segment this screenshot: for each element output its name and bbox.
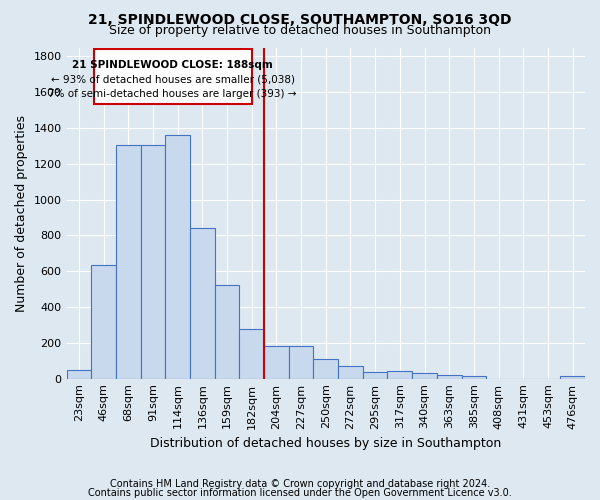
Bar xyxy=(338,366,363,378)
Bar xyxy=(437,375,461,378)
Y-axis label: Number of detached properties: Number of detached properties xyxy=(15,114,28,312)
Bar xyxy=(412,374,437,378)
Text: Contains HM Land Registry data © Crown copyright and database right 2024.: Contains HM Land Registry data © Crown c… xyxy=(110,479,490,489)
Bar xyxy=(264,346,289,378)
Bar xyxy=(388,370,412,378)
Text: Size of property relative to detached houses in Southampton: Size of property relative to detached ho… xyxy=(109,24,491,37)
Bar xyxy=(461,376,486,378)
Bar xyxy=(313,359,338,378)
Bar xyxy=(116,145,140,378)
Bar xyxy=(140,145,165,378)
Bar xyxy=(190,228,215,378)
Bar xyxy=(91,265,116,378)
Text: 7% of semi-detached houses are larger (393) →: 7% of semi-detached houses are larger (3… xyxy=(49,89,297,99)
Bar xyxy=(165,135,190,378)
Bar xyxy=(67,370,91,378)
Bar xyxy=(289,346,313,378)
Bar xyxy=(363,372,388,378)
Text: 21 SPINDLEWOOD CLOSE: 188sqm: 21 SPINDLEWOOD CLOSE: 188sqm xyxy=(73,60,273,70)
Text: Contains public sector information licensed under the Open Government Licence v3: Contains public sector information licen… xyxy=(88,488,512,498)
Text: 21, SPINDLEWOOD CLOSE, SOUTHAMPTON, SO16 3QD: 21, SPINDLEWOOD CLOSE, SOUTHAMPTON, SO16… xyxy=(88,12,512,26)
Text: ← 93% of detached houses are smaller (5,038): ← 93% of detached houses are smaller (5,… xyxy=(51,74,295,85)
Bar xyxy=(215,284,239,378)
Bar xyxy=(239,328,264,378)
Bar xyxy=(94,50,252,104)
Bar xyxy=(560,376,585,378)
X-axis label: Distribution of detached houses by size in Southampton: Distribution of detached houses by size … xyxy=(150,437,502,450)
